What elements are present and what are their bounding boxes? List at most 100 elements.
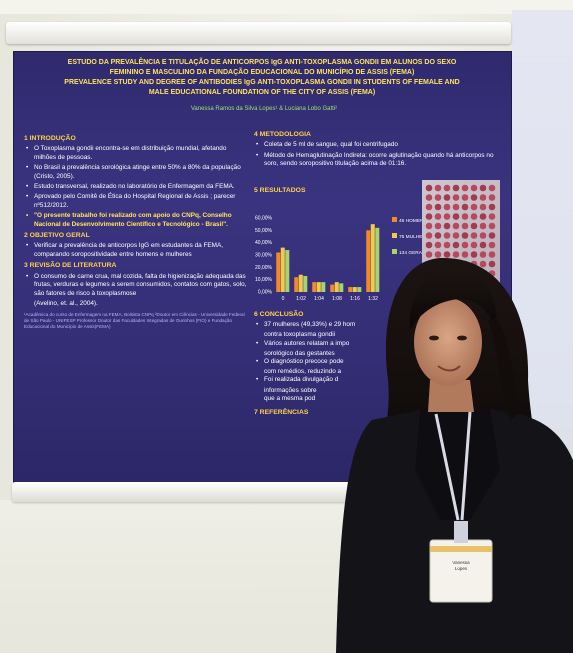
plate-well: [425, 232, 433, 239]
plate-well: [425, 203, 433, 211]
x-tick-label: 1:04: [314, 296, 324, 302]
conclusao-item: sorológico das gestantes: [264, 349, 335, 357]
x-tick-label: 1:08: [332, 296, 342, 302]
plate-well: [425, 222, 433, 230]
conclusao-item: contra toxoplasma gondii: [264, 331, 336, 339]
intro-item: Estudo transversal, realizado no laborat…: [24, 183, 249, 192]
objetivo-heading: 2 OBJETIVO GERAL: [24, 232, 90, 240]
neck: [428, 380, 474, 412]
bar: [312, 282, 317, 292]
intro-item: No Brasil a prevalência sorológica ating…: [24, 164, 249, 181]
bar: [339, 283, 344, 292]
plate-well: [470, 194, 478, 201]
results-bar-chart: 60,00% 50,00% 40,00% 30,00% 20,00% 10,00% 0,00…: [255, 216, 380, 302]
x-tick-label: 1:16: [350, 296, 360, 302]
plate-well: [452, 241, 460, 249]
legend-entry: 46 HOMENS: [392, 217, 438, 225]
plate-well: [434, 184, 442, 192]
plate-well: [479, 232, 487, 239]
plate-well: [470, 213, 478, 220]
poster-title: ESTUDO DA PREVALÊNCIA E TITULAÇÃO DE ANT…: [64, 59, 460, 96]
x-tick-label: 1:32: [368, 296, 378, 302]
conclusao-item: 37 mulheres (49,33%) e 29 hom: [254, 321, 414, 329]
referencias-heading: 7 REFERÊNCIAS: [254, 409, 309, 417]
metodologia-item: Método de Hemaglutinação Indireta: ocorr…: [254, 152, 504, 169]
plate-well: [488, 222, 496, 230]
plate-well: [479, 194, 487, 201]
bar: [303, 275, 308, 292]
plate-well: [479, 184, 487, 192]
plate-well: [434, 232, 442, 239]
bar: [370, 224, 375, 292]
plate-well: [488, 232, 496, 239]
intro-heading: 1 INTRODUÇÃO: [24, 135, 76, 142]
legend-swatch: [392, 249, 397, 254]
legend-label: 75 MULHERES: [399, 235, 433, 240]
chart-legend: 46 HOMENS 75 MULHERES 134 GERAL: [392, 217, 438, 265]
legend-swatch: [392, 217, 397, 222]
bar: [357, 287, 362, 292]
plate-well: [479, 222, 487, 230]
bar: [280, 247, 285, 292]
plate-well: [479, 241, 487, 249]
ceiling-strip: [0, 0, 573, 14]
revisao-item: O consumo de carne crua, mal cozida, fal…: [24, 273, 249, 298]
plate-well: [434, 222, 442, 230]
plate-well: [443, 213, 451, 220]
plate-well: [488, 184, 496, 192]
plate-well: [461, 222, 469, 230]
bar: [285, 250, 290, 292]
y-tick-label: 0,00%: [258, 290, 273, 296]
conclusao-section: 6 CONCLUSÃO 37 mulheres (49,33%) e 29 ho…: [254, 308, 414, 419]
bar: [375, 227, 380, 292]
plate-well: [443, 251, 451, 258]
plate-well: [434, 251, 442, 258]
revisao-heading: 3 REVISÃO DE LITERATURA: [24, 262, 117, 270]
poster-footnote: ¹Acadêmica do curso de Enfermagem na FEM…: [24, 312, 245, 329]
plate-well: [425, 184, 433, 192]
legend-entry: 75 MULHERES: [392, 233, 438, 241]
plate-well: [479, 260, 487, 268]
plate-well: [461, 184, 469, 192]
y-tick-label: 40,00%: [255, 240, 273, 246]
conclusao-item: O diagnóstico precoce pode: [254, 358, 414, 366]
legend-label: 46 HOMENS: [399, 219, 427, 224]
legend-swatch: [392, 233, 397, 238]
bar: [316, 282, 321, 292]
plate-well: [452, 184, 460, 192]
plate-well: [452, 203, 460, 211]
bar: [348, 287, 353, 292]
plate-well: [461, 232, 469, 239]
bar: [276, 252, 281, 292]
plate-well: [443, 241, 451, 249]
y-tick-label: 30,00%: [255, 253, 273, 259]
y-tick-label: 10,00%: [255, 277, 273, 283]
y-tick-label: 60,00%: [255, 216, 273, 222]
intro-item: O Toxoplasma gondii encontra-se em distr…: [24, 145, 249, 162]
resultados-heading: 5 RESULTADOS: [254, 186, 306, 194]
plate-well: [452, 232, 460, 239]
plate-well: [488, 241, 496, 249]
y-tick-label: 20,00%: [255, 265, 273, 271]
conclusao-item: com remédios, reduzindo a: [264, 368, 342, 376]
bar: [321, 282, 326, 292]
badge-name: Vanessa Lopes: [432, 560, 490, 572]
bar: [330, 284, 335, 292]
plate-well: [452, 222, 460, 230]
plate-well: [488, 194, 496, 201]
legend-label: 134 GERAL: [399, 251, 425, 256]
x-tick-label: 0: [282, 296, 285, 302]
badge-line-1: Vanessa: [452, 560, 470, 565]
hair-front: [409, 268, 497, 330]
bar: [294, 277, 299, 292]
intro-highlight: "O presente trabalho foi realizado com a…: [24, 212, 249, 229]
plate-well: [425, 251, 433, 258]
conclusao-item: que a mesma pod: [264, 394, 316, 402]
plate-well: [461, 251, 469, 258]
plate-well: [443, 222, 451, 230]
plate-well: [425, 194, 433, 201]
plate-well: [452, 251, 460, 258]
plate-well: [443, 232, 451, 239]
bar: [352, 287, 357, 292]
